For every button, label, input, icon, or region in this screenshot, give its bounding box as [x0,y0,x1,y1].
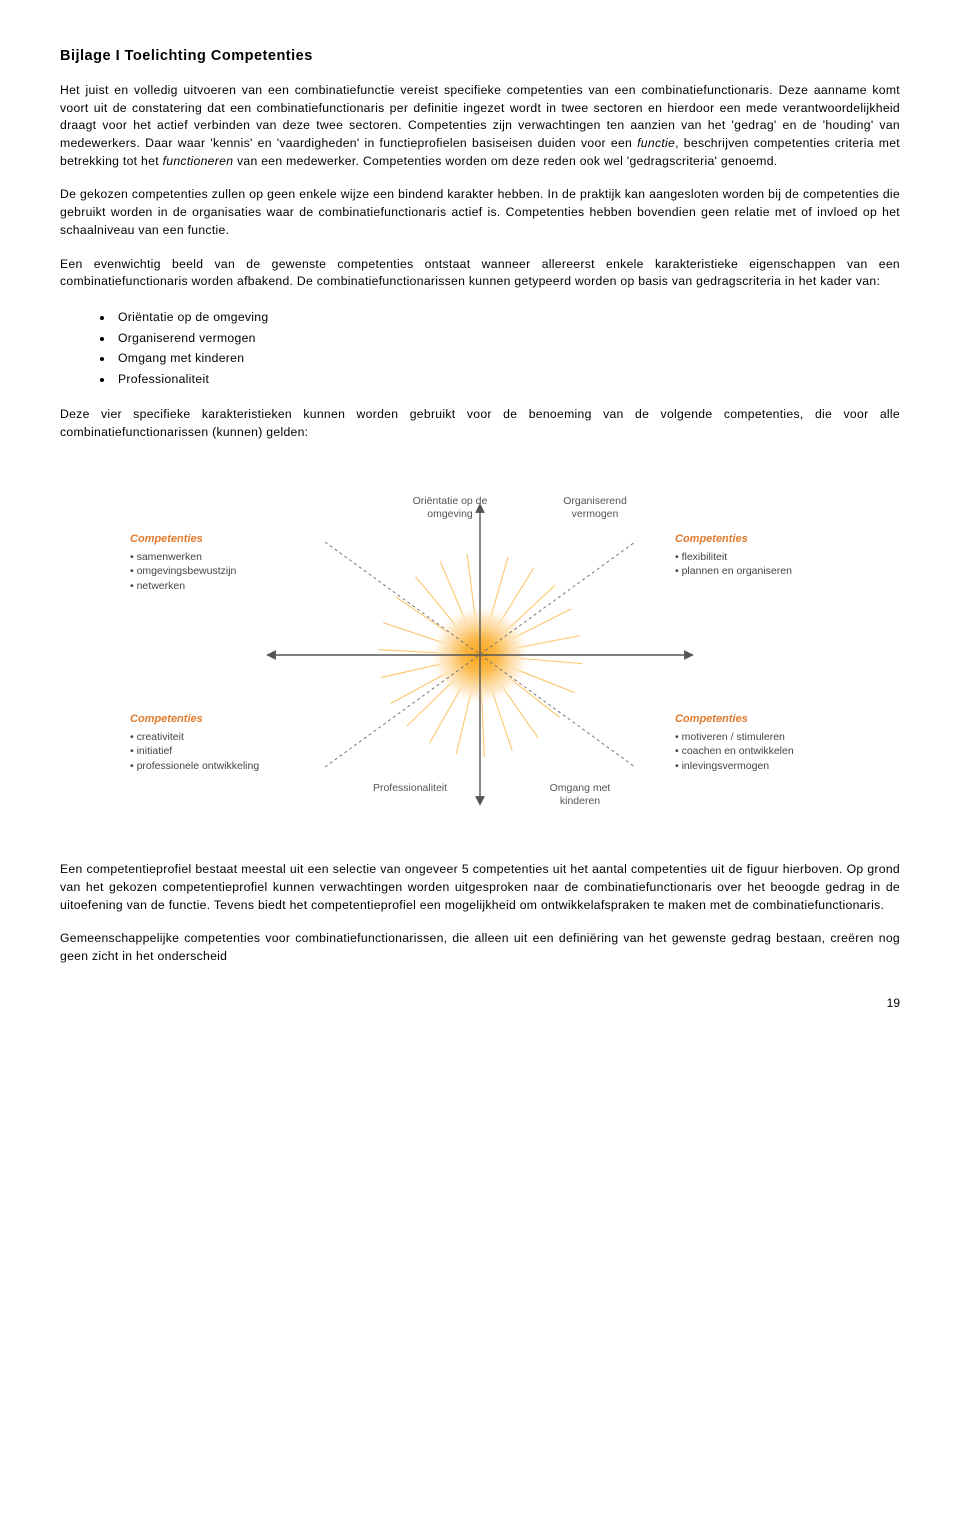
paragraph-1: Het juist en volledig uitvoeren van een … [60,82,900,170]
p1b: functie [637,136,675,150]
paragraph-5: Een competentieprofiel bestaat meestal u… [60,861,900,914]
page-title: Bijlage I Toelichting Competenties [60,48,900,64]
list-item: Organiserend vermogen [114,328,900,349]
paragraph-4: Deze vier specifieke karakteristieken ku… [60,406,900,441]
paragraph-2: De gekozen competenties zullen op geen e… [60,186,900,239]
paragraph-3: Een evenwichtig beeld van de gewenste co… [60,256,900,291]
paragraph-6: Gemeenschappelijke competenties voor com… [60,930,900,965]
list-item: Oriëntatie op de omgeving [114,307,900,328]
p1e: van een medewerker. Competenties worden … [233,154,777,168]
competencies-diagram: Oriëntatie op deomgeving Organiserendver… [130,457,830,837]
p1d: functioneren [163,154,234,168]
characteristics-list: Oriëntatie op de omgeving Organiserend v… [60,307,900,390]
list-item: Omgang met kinderen [114,348,900,369]
diagram-axes [130,457,830,837]
page-number: 19 [60,996,900,1010]
list-item: Professionaliteit [114,369,900,390]
